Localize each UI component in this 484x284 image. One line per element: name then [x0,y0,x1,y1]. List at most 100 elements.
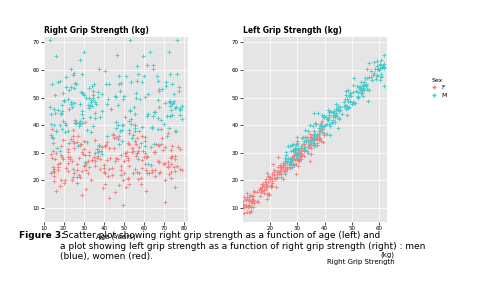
Point [115,82,123,86]
Point [362,84,370,88]
Point [178,117,186,121]
Point [334,107,342,112]
Point [102,143,110,148]
Point [324,116,332,121]
Point [64,155,72,159]
Point [352,89,360,93]
Point [281,172,289,176]
Point [77,142,85,147]
Point [89,84,96,89]
Point [150,113,157,118]
Point [52,129,60,133]
Point [124,156,132,160]
Point [266,174,273,179]
Point [85,158,92,163]
Point [111,159,119,163]
Point [354,95,362,100]
Point [314,132,322,137]
Point [151,174,159,178]
Point [289,162,297,166]
Point [333,114,341,119]
Point [240,211,248,215]
Point [91,138,99,143]
Point [290,149,298,154]
Point [263,197,271,201]
Point [303,149,311,153]
Point [300,134,307,139]
Point [286,165,293,170]
Point [310,138,318,143]
Point [56,79,63,83]
Point [374,67,382,71]
Point [121,170,128,175]
Point [110,146,118,151]
Point [50,123,58,127]
Point [298,146,306,150]
Point [139,54,147,58]
Point [286,143,293,148]
Point [85,96,93,101]
Point [316,128,323,133]
Point [370,71,378,76]
Point [279,160,287,165]
Point [347,90,354,95]
Point [94,154,102,158]
Point [97,148,105,153]
Point [282,159,290,164]
Point [115,136,122,141]
Point [245,210,253,214]
Point [170,165,178,169]
Point [312,122,319,126]
Point [365,75,373,80]
Point [66,155,74,159]
Point [129,171,137,175]
Point [316,122,324,127]
Point [174,145,182,150]
Point [283,167,290,172]
Point [47,133,55,137]
Point [90,81,98,86]
Point [282,167,289,172]
Point [122,185,130,190]
Point [79,152,87,156]
Point [64,129,72,134]
Point [161,200,169,204]
Point [259,183,267,187]
Point [106,167,113,171]
Point [250,201,257,205]
Point [147,163,154,168]
Point [101,182,109,186]
Point [128,145,136,150]
Point [130,149,137,154]
Point [269,176,276,180]
Point [263,184,271,188]
Point [54,162,62,167]
Point [317,128,324,133]
Point [155,143,163,147]
Point [138,133,146,138]
Point [165,130,172,135]
Point [78,111,86,116]
Point [309,141,317,145]
Point [131,128,139,133]
Point [357,90,364,95]
Point [284,157,292,162]
Point [334,104,342,108]
Point [61,166,69,170]
Point [329,118,337,122]
Point [316,136,323,141]
Point [66,156,74,161]
Point [298,153,306,158]
Point [280,163,288,167]
Point [154,97,162,102]
Point [295,149,303,153]
Point [361,79,368,84]
Point [380,53,388,58]
Point [307,134,315,139]
Point [166,98,174,103]
Point [151,149,158,154]
Point [135,72,142,77]
Point [57,112,65,116]
Point [284,165,291,169]
Point [288,165,296,169]
